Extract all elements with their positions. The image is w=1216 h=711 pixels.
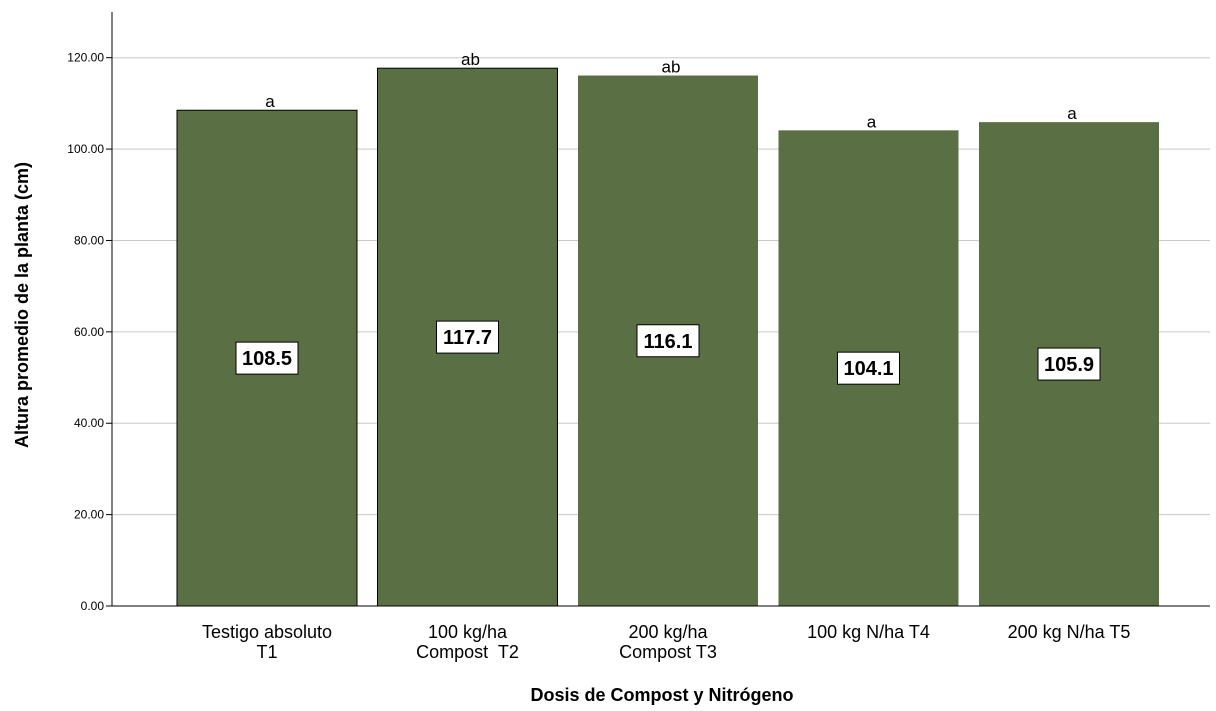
y-tick-label: 20.00 bbox=[74, 508, 104, 522]
x-axis-title: Dosis de Compost y Nitrógeno bbox=[530, 685, 793, 705]
x-tick-label: 100 kg/ha Compost T2 bbox=[416, 622, 519, 662]
x-tick-label-line: 200 kg N/ha T5 bbox=[1008, 622, 1131, 642]
value-label: 117.7 bbox=[443, 327, 492, 349]
y-tick-label: 120.00 bbox=[67, 51, 104, 65]
significance-letter: ab bbox=[461, 50, 480, 69]
y-tick-label: 80.00 bbox=[74, 233, 104, 247]
y-tick-label: 40.00 bbox=[74, 416, 104, 430]
significance-letter: a bbox=[265, 92, 275, 111]
y-tick-label: 100.00 bbox=[67, 142, 104, 156]
x-tick-label: 200 kg/ha Compost T3 bbox=[619, 622, 717, 662]
y-tick-label: 60.00 bbox=[74, 325, 104, 339]
value-label: 104.1 bbox=[843, 358, 893, 380]
y-axis-title: Altura promedio de la planta (cm) bbox=[12, 162, 32, 448]
significance-letter: a bbox=[1067, 104, 1077, 123]
value-label: 108.5 bbox=[242, 348, 292, 370]
x-tick-label: 100 kg N/ha T4 bbox=[807, 622, 930, 642]
significance-letter: a bbox=[867, 112, 877, 131]
x-tick-label: Testigo absoluto T1 bbox=[202, 622, 332, 662]
x-tick-label-line: T1 bbox=[256, 642, 277, 662]
x-tick-label-line: Testigo absoluto bbox=[202, 622, 332, 642]
x-tick-label-line: Compost T2 bbox=[416, 642, 519, 662]
x-tick-label-line: 100 kg/ha bbox=[428, 622, 508, 642]
x-tick-label: 200 kg N/ha T5 bbox=[1008, 622, 1131, 642]
x-tick-label-line: Compost T3 bbox=[619, 642, 717, 662]
x-tick-label-line: 200 kg/ha bbox=[628, 622, 708, 642]
value-label: 105.9 bbox=[1044, 354, 1094, 376]
y-tick-label: 0.00 bbox=[81, 599, 105, 613]
significance-letter: ab bbox=[662, 58, 681, 77]
value-label: 116.1 bbox=[644, 331, 693, 353]
x-tick-label-line: 100 kg N/ha T4 bbox=[807, 622, 930, 642]
